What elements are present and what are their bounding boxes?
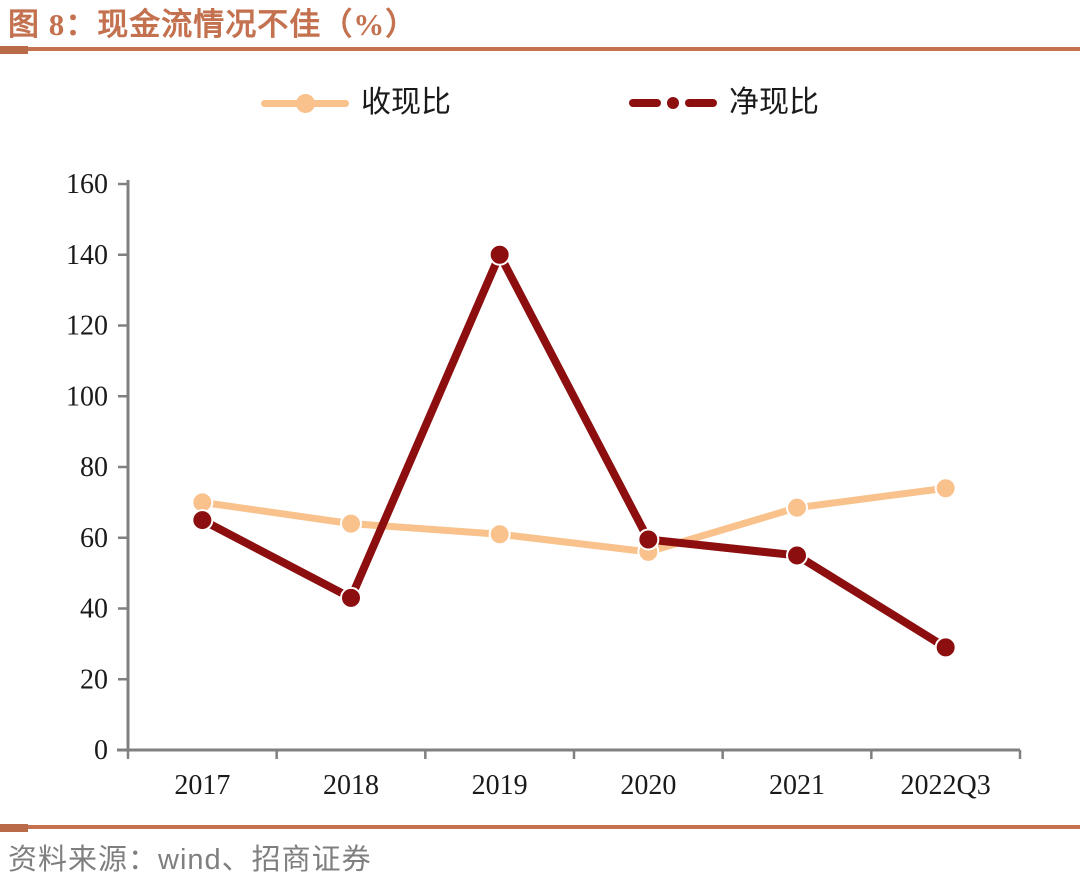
source-prefix: 资料来源： xyxy=(8,844,159,876)
title-divider xyxy=(0,46,1080,55)
svg-text:20: 20 xyxy=(80,664,108,695)
divider-stub xyxy=(0,46,28,54)
chart-legend: 收现比 净现比 xyxy=(0,82,1080,124)
line-chart-canvas: 0 20 40 60 80 100 120 140 160 2017 2018 2019 2020 202… xyxy=(66,169,1022,801)
svg-text:140: 140 xyxy=(66,240,108,271)
source-vendor: wind xyxy=(158,844,222,876)
chart-title: 图 8：现金流情况不佳（%） xyxy=(8,7,418,42)
line-dot-marker-icon xyxy=(261,93,349,113)
svg-text:2022Q3: 2022Q3 xyxy=(901,770,991,801)
source-attribution: 资料来源：wind、招商证券 xyxy=(8,836,1072,878)
legend-label: 净现比 xyxy=(729,86,819,119)
svg-text:160: 160 xyxy=(66,169,108,200)
svg-text:40: 40 xyxy=(80,594,108,625)
svg-text:2018: 2018 xyxy=(323,770,379,801)
svg-text:60: 60 xyxy=(80,523,108,554)
svg-text:2019: 2019 xyxy=(472,770,528,801)
divider-line xyxy=(0,825,1080,829)
footer-divider xyxy=(0,824,1080,833)
svg-text:80: 80 xyxy=(80,452,108,483)
chart-header: 图 8：现金流情况不佳（%） xyxy=(0,0,1080,44)
dash-dot-marker-icon xyxy=(629,93,717,113)
source-suffix: 、招商证券 xyxy=(221,844,372,876)
svg-text:0: 0 xyxy=(94,735,108,766)
legend-item-series-1[interactable]: 净现比 xyxy=(629,88,819,118)
divider-stub xyxy=(0,824,28,832)
svg-text:2017: 2017 xyxy=(174,770,230,801)
svg-text:2020: 2020 xyxy=(620,770,676,801)
legend-item-series-0[interactable]: 收现比 xyxy=(261,88,451,118)
legend-label: 收现比 xyxy=(361,86,451,119)
divider-line xyxy=(0,47,1080,51)
svg-text:120: 120 xyxy=(66,311,108,342)
svg-text:100: 100 xyxy=(66,381,108,412)
svg-text:2021: 2021 xyxy=(769,770,825,801)
